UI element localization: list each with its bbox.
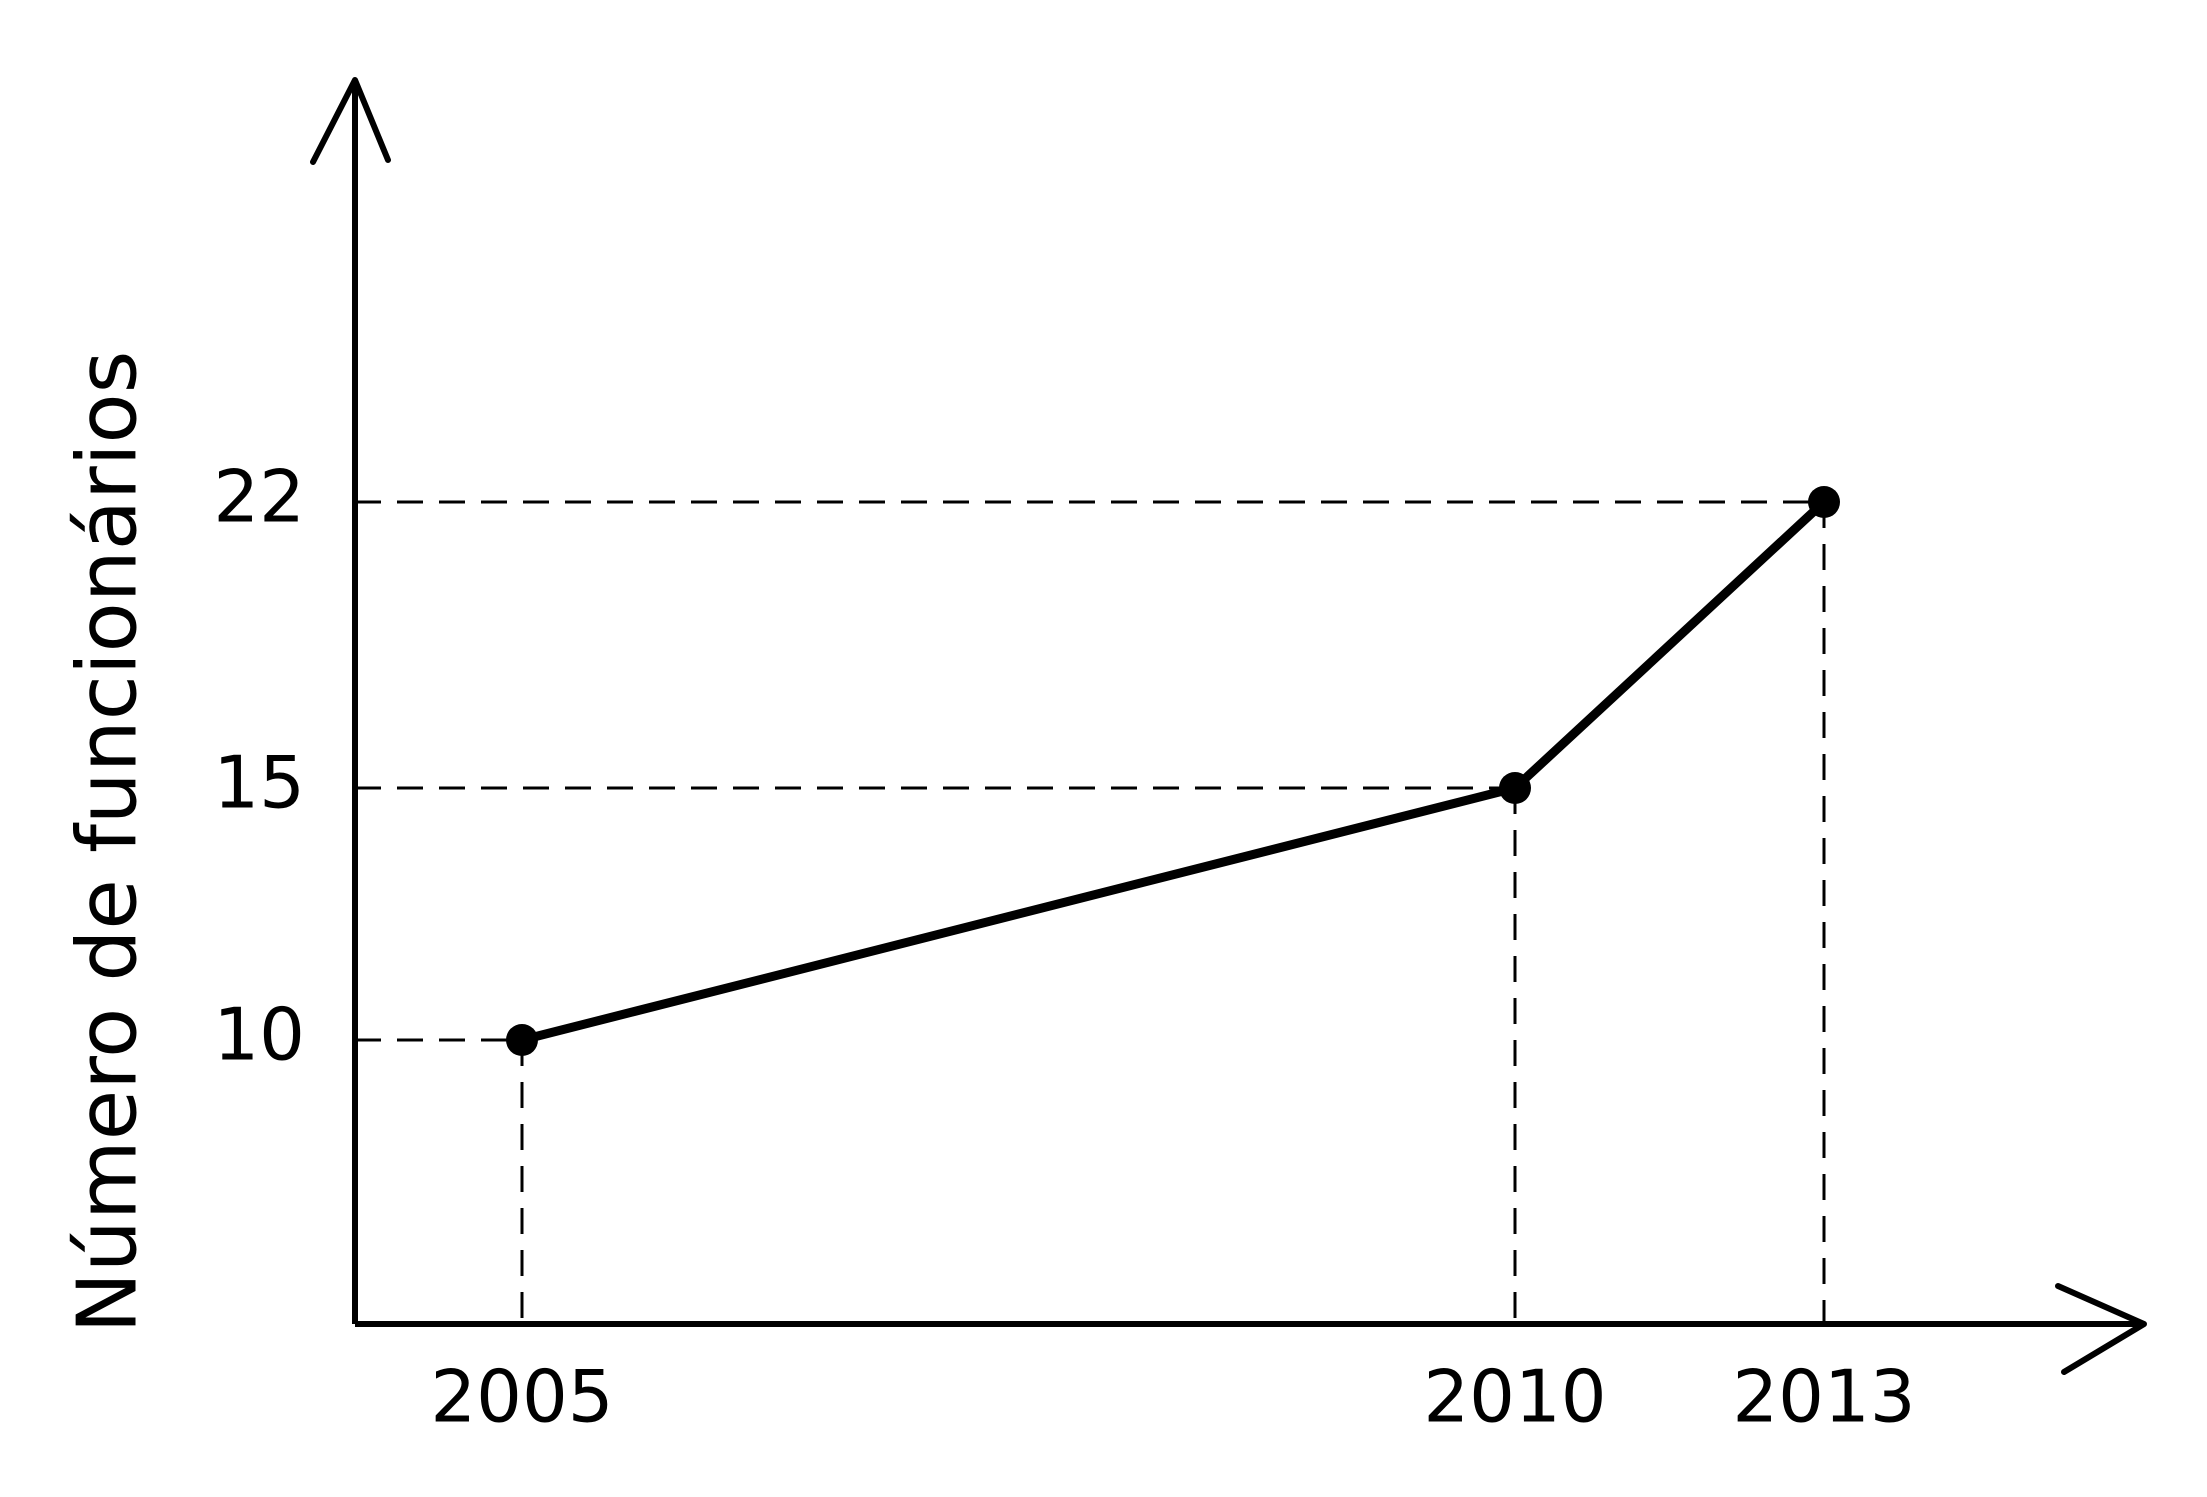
data-point <box>1808 486 1840 518</box>
x-tick-label: 2005 <box>430 1355 613 1439</box>
x-axis-arrow <box>2055 1283 2147 1375</box>
y-axis-label: Número de funcionários <box>60 351 155 1334</box>
x-tick-label: 2010 <box>1423 1355 1606 1439</box>
data-point <box>1499 772 1531 804</box>
data-point <box>506 1024 538 1056</box>
y-tick-label: 15 <box>213 741 305 825</box>
y-tick-label: 10 <box>213 993 305 1077</box>
y-axis-arrow <box>310 77 391 165</box>
data-line <box>520 498 1828 1045</box>
x-tick-label: 2013 <box>1732 1355 1915 1439</box>
y-tick-label: 22 <box>213 455 305 539</box>
